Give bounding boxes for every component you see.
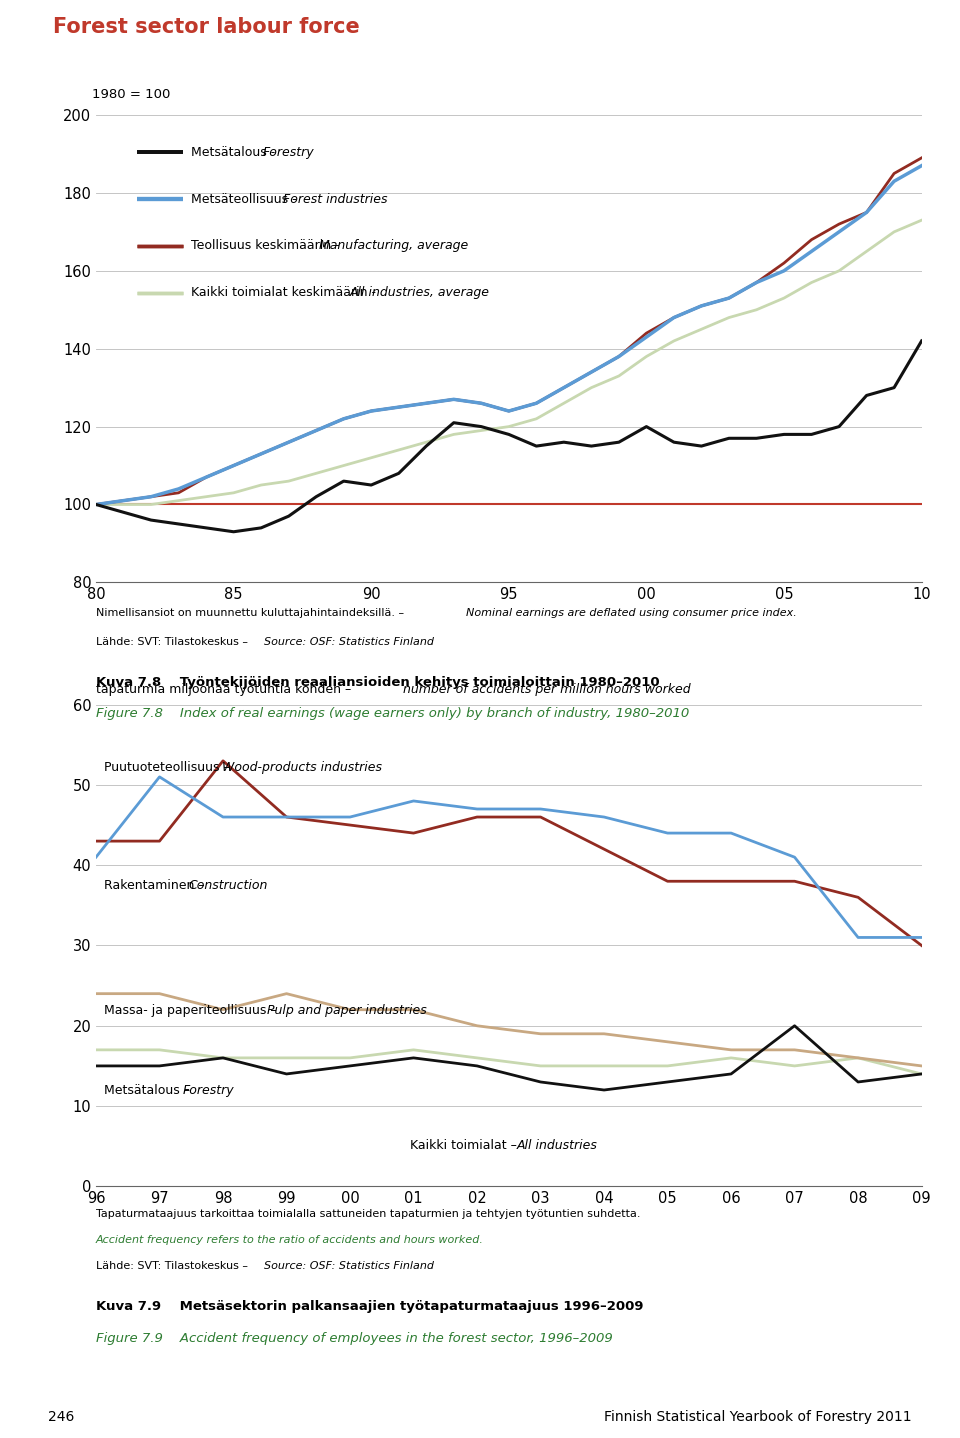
Text: number of accidents per million hours worked: number of accidents per million hours wo… (403, 683, 691, 696)
Text: Tapaturmataajuus tarkoittaa toimialalla sattuneiden tapaturmien ja tehtyjen työt: Tapaturmataajuus tarkoittaa toimialalla … (96, 1209, 640, 1219)
Text: Nominal earnings are deflated using consumer price index.: Nominal earnings are deflated using cons… (466, 608, 797, 618)
Text: Metsätalous –: Metsätalous – (105, 1083, 194, 1097)
Text: All industries, average: All industries, average (349, 286, 490, 299)
Text: Kaikki toimialat keskimäärin -: Kaikki toimialat keskimäärin - (191, 286, 380, 299)
Text: Kuva 7.9    Metsäsektorin palkansaajien työtapaturmataajuus 1996–2009: Kuva 7.9 Metsäsektorin palkansaajien työ… (96, 1300, 643, 1313)
Text: Metsäteollisuus -: Metsäteollisuus - (191, 193, 300, 206)
Text: tapaturmia miljoonaa työtuntia kohden –: tapaturmia miljoonaa työtuntia kohden – (96, 683, 355, 696)
Text: Massa- ja paperiteollisuus –: Massa- ja paperiteollisuus – (105, 1004, 281, 1017)
Text: Kuva 7.8    Työntekijöiden reaaliansioiden kehitys toimialoittain 1980–2010: Kuva 7.8 Työntekijöiden reaaliansioiden … (96, 676, 660, 689)
Text: Kaikki toimialat –: Kaikki toimialat – (410, 1139, 520, 1152)
Text: Figure 7.8    Index of real earnings (wage earners only) by branch of industry, : Figure 7.8 Index of real earnings (wage … (96, 707, 689, 720)
Text: 246: 246 (48, 1409, 74, 1424)
Text: Forest industries: Forest industries (283, 193, 388, 206)
Text: Manufacturing, average: Manufacturing, average (319, 239, 468, 253)
Text: Rakentaminen –: Rakentaminen – (105, 879, 209, 892)
Text: Finnish Statistical Yearbook of Forestry 2011: Finnish Statistical Yearbook of Forestry… (605, 1409, 912, 1424)
Text: Lähde: SVT: Tilastokeskus –: Lähde: SVT: Tilastokeskus – (96, 637, 252, 647)
Text: Pulp and paper industries: Pulp and paper industries (267, 1004, 427, 1017)
Text: Metsätalous -: Metsätalous - (191, 145, 279, 160)
Text: Forest sector labour force: Forest sector labour force (53, 17, 360, 37)
Text: Construction: Construction (188, 879, 268, 892)
Text: Source: OSF: Statistics Finland: Source: OSF: Statistics Finland (264, 1261, 434, 1271)
Text: All industries: All industries (516, 1139, 597, 1152)
Text: Lähde: SVT: Tilastokeskus –: Lähde: SVT: Tilastokeskus – (96, 1261, 252, 1271)
Text: 1980 = 100: 1980 = 100 (92, 88, 170, 101)
Text: Forestry: Forestry (182, 1083, 234, 1097)
Text: Figure 7.9    Accident frequency of employees in the forest sector, 1996–2009: Figure 7.9 Accident frequency of employe… (96, 1332, 612, 1345)
Text: Nimellisansiot on muunnettu kuluttajahintaindeksillä. –: Nimellisansiot on muunnettu kuluttajahin… (96, 608, 408, 618)
Text: Wood-products industries: Wood-products industries (222, 761, 382, 774)
Text: Teollisuus keskimäärin -: Teollisuus keskimäärin - (191, 239, 344, 253)
Text: Forestry: Forestry (263, 145, 314, 160)
Text: Puutuoteteollisuus –: Puutuoteteollisuus – (105, 761, 234, 774)
Text: Accident frequency refers to the ratio of accidents and hours worked.: Accident frequency refers to the ratio o… (96, 1235, 484, 1245)
Text: Source: OSF: Statistics Finland: Source: OSF: Statistics Finland (264, 637, 434, 647)
Text: 7: 7 (13, 13, 33, 42)
